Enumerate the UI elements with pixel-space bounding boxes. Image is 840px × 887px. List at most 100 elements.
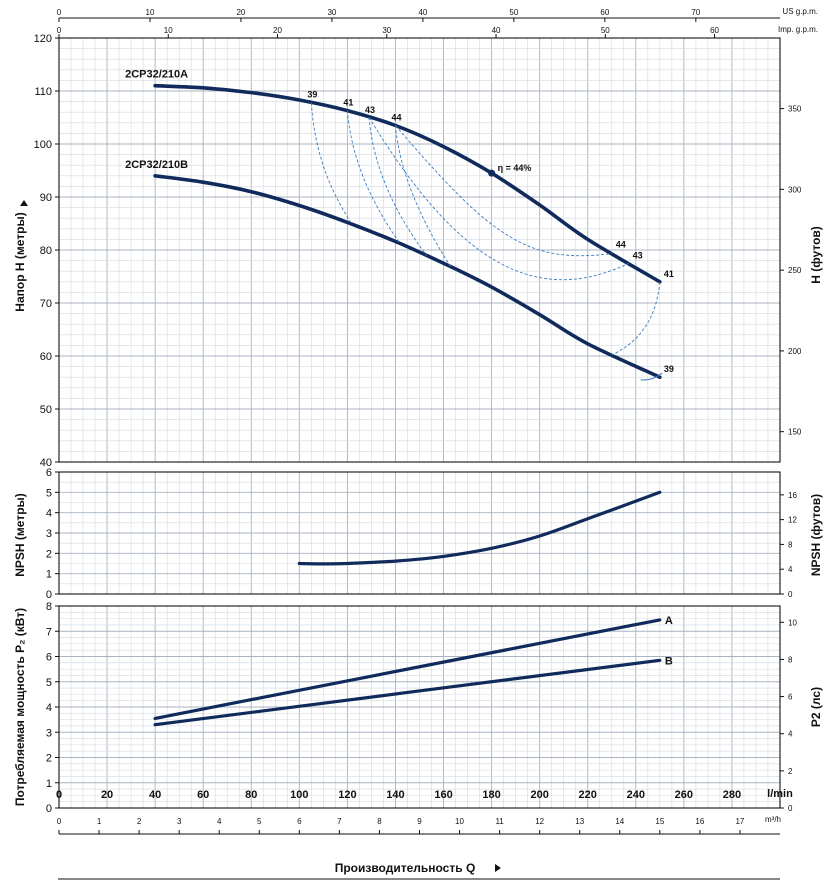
grid-layer: [58, 37, 781, 809]
bottom-axis-lmin-label: 280: [723, 789, 741, 801]
top-axis-imp-label: 0: [57, 26, 62, 35]
npsh-tick-label-left: 0: [46, 589, 52, 601]
bottom-axis-m3h-label: 5: [257, 817, 262, 826]
efficiency-label: η = 44%: [498, 163, 532, 173]
unit-us-gpm: US g.p.m.: [782, 7, 818, 16]
bottom-axis-lmin-label: 200: [530, 789, 548, 801]
power-tick-label-left: 0: [46, 803, 52, 815]
head-tick-label-left: 120: [34, 33, 52, 45]
top-axis-us-label: 20: [236, 8, 245, 17]
efficiency-isoline-39: [640, 372, 663, 381]
power-curve-label-a: A: [665, 615, 673, 627]
best-efficiency-point: [488, 169, 496, 177]
power-tick-label-left: 6: [46, 652, 52, 664]
efficiency-isoline-left: [310, 102, 353, 225]
npsh-tick-label-right: 4: [788, 565, 793, 574]
bottom-axis-m3h-label: 12: [535, 817, 544, 826]
top-axis-us-label: 70: [691, 8, 700, 17]
power-tick-label-right: 8: [788, 655, 793, 664]
efficiency-label: 43: [633, 250, 643, 260]
efficiency-label: 41: [664, 269, 674, 279]
curve-layer: [153, 83, 663, 727]
head-tick-label-right: 350: [788, 105, 802, 114]
efficiency-label: 44: [616, 240, 626, 250]
top-axis-us-label: 60: [600, 8, 609, 17]
bottom-axis-lmin-label: 220: [579, 789, 597, 801]
unit-lmin: l/min: [767, 788, 793, 800]
head-tick-label-right: 250: [788, 266, 802, 275]
power-ylabel-left: Потребляемая мощность P₂ (кВт): [13, 608, 27, 806]
head-tick-label-left: 60: [40, 351, 52, 363]
head-tick-label-right: 300: [788, 185, 802, 194]
bottom-axis-lmin-label: 140: [386, 789, 404, 801]
power-tick-label-left: 2: [46, 753, 52, 765]
head-curve-label-a: 2CP32/210A: [125, 69, 188, 81]
top-axis-us-label: 40: [418, 8, 427, 17]
power-curve-a: [153, 618, 662, 720]
npsh-tick-label-left: 2: [46, 548, 52, 560]
bottom-axis-m3h-label: 8: [377, 817, 382, 826]
npsh-tick-label-right: 12: [788, 516, 797, 525]
bottom-axis-lmin-label: 160: [434, 789, 452, 801]
bottom-axis-m3h-label: 0: [57, 817, 62, 826]
efficiency-label: 39: [664, 364, 674, 374]
top-axis-us-label: 10: [146, 8, 155, 17]
power-tick-label-right: 0: [788, 804, 793, 813]
efficiency-label: 41: [343, 98, 353, 108]
head-tick-label-right: 200: [788, 347, 802, 356]
power-curve-label-b: B: [665, 655, 673, 667]
unit-imp-gpm: Imp. g.p.m.: [778, 25, 818, 34]
head-ylabel-right: H (футов): [809, 226, 823, 284]
power-tick-label-left: 7: [46, 626, 52, 638]
head-ylabel-left: Напор H (метры): [13, 212, 27, 311]
head-tick-label-left: 100: [34, 139, 52, 151]
top-axis-us-label: 30: [327, 8, 336, 17]
npsh-tick-label-left: 5: [46, 487, 52, 499]
head-curve-b: [153, 174, 662, 379]
power-tick-label-left: 3: [46, 727, 52, 739]
unit-m3h: m³/h: [765, 815, 781, 824]
y-axis-arrow-icon: [20, 200, 28, 206]
efficiency-isoline-left: [368, 117, 428, 256]
bottom-axis-m3h-label: 2: [137, 817, 142, 826]
power-tick-label-left: 1: [46, 778, 52, 790]
text-layer: Производительность Q Напор H (метры) H (…: [13, 7, 823, 875]
top-axis-imp-label: 10: [164, 26, 173, 35]
bottom-axis-m3h-label: 3: [177, 817, 182, 826]
bottom-axis-lmin-label: 100: [290, 789, 308, 801]
power-tick-label-left: 4: [46, 702, 52, 714]
head-tick-label-left: 110: [34, 86, 52, 98]
power-tick-label-right: 4: [788, 730, 793, 739]
bottom-axis-m3h-label: 6: [297, 817, 302, 826]
efficiency-isoline-41: [611, 281, 661, 356]
efficiency-label: 39: [307, 90, 317, 100]
bottom-axis-m3h-label: 4: [217, 817, 222, 826]
bottom-axis-lmin-label: 240: [627, 789, 645, 801]
top-axis-us-label: 50: [509, 8, 518, 17]
head-curve-label-b: 2CP32/210B: [125, 159, 188, 171]
power-tick-label-right: 6: [788, 693, 793, 702]
head-tick-label-left: 70: [40, 298, 52, 310]
efficiency-label: 43: [365, 105, 375, 115]
power-ylabel-right: P2 (лс): [809, 687, 823, 727]
npsh-tick-label-right: 16: [788, 491, 797, 500]
head-tick-label-left: 80: [40, 245, 52, 257]
power-curve-b: [153, 658, 662, 727]
bottom-axis-m3h-label: 11: [495, 817, 504, 826]
x-axis-arrow-icon: [495, 864, 501, 872]
bottom-axis-m3h-label: 10: [455, 817, 464, 826]
npsh-ylabel-left: NPSH (метры): [13, 493, 27, 577]
npsh-tick-label-left: 4: [46, 508, 52, 520]
bottom-axis-m3h-label: 17: [735, 817, 744, 826]
bottom-axis-m3h-label: 15: [655, 817, 664, 826]
npsh-tick-label-left: 3: [46, 528, 52, 540]
power-tick-label-left: 5: [46, 677, 52, 689]
power-tick-label-right: 10: [788, 618, 797, 627]
bottom-axis-m3h-label: 13: [575, 817, 584, 826]
bottom-axis-lmin-label: 120: [338, 789, 356, 801]
bottom-axis-lmin-label: 60: [197, 789, 209, 801]
bottom-axis-m3h-label: 1: [97, 817, 102, 826]
bottom-axis-m3h-label: 9: [417, 817, 422, 826]
efficiency-isoline-left: [395, 125, 452, 268]
